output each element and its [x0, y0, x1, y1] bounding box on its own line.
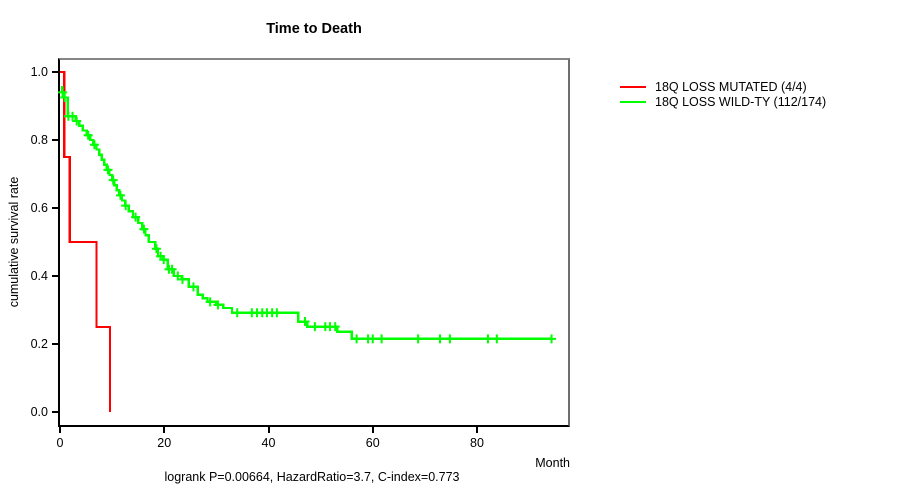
y-axis-tick: [52, 207, 58, 209]
y-axis-title: cumulative survival rate: [7, 176, 21, 308]
x-axis-tick: [163, 427, 166, 433]
x-axis-title: Month: [535, 456, 570, 470]
x-axis-tick-label: 0: [56, 436, 64, 450]
statistics-caption: logrank P=0.00664, HazardRatio=3.7, C-in…: [164, 470, 460, 484]
x-axis-tick: [59, 427, 61, 433]
y-axis-tick-label: 0.8: [30, 133, 48, 147]
legend-item: 18Q LOSS WILD-TY (112/174): [620, 94, 826, 109]
x-axis-tick: [476, 427, 478, 433]
y-axis-tick-label: 0.2: [30, 337, 48, 351]
legend-line-swatch: [620, 100, 646, 103]
legend-item: 18Q LOSS MUTATED (4/4): [620, 79, 826, 94]
censor-marks: [58, 87, 557, 344]
y-axis-tick: [52, 411, 58, 413]
x-axis-tick-label: 80: [470, 436, 484, 450]
y-axis-tick-label: 0.4: [30, 269, 48, 283]
y-axis-tick: [52, 71, 58, 73]
y-axis-tick-label: 0.6: [30, 201, 48, 215]
y-axis-tick: [52, 275, 58, 277]
legend-line-swatch: [620, 85, 646, 88]
y-axis-tick: [52, 139, 58, 141]
legend-label: 18Q LOSS MUTATED (4/4): [655, 79, 807, 94]
survival-curves-svg: [58, 70, 557, 412]
legend: 18Q LOSS MUTATED (4/4) 18Q LOSS WILD-TY (…: [620, 79, 826, 109]
chart-title: Time to Death: [266, 21, 362, 37]
plot-area: 0 20 40 60 80 0.0 0.2 0.4 0.6 0.8 1.0: [31, 58, 570, 450]
y-axis-tick-label: 0.0: [30, 405, 48, 419]
x-axis-tick-label: 60: [365, 436, 380, 450]
legend-label: 18Q LOSS WILD-TY (112/174): [655, 94, 827, 109]
x-axis-tick-label: 20: [157, 436, 172, 450]
x-axis-tick-label: 40: [261, 436, 276, 450]
x-axis-tick: [371, 427, 374, 433]
survival-curve-mutated: [60, 70, 112, 412]
y-axis-tick: [52, 343, 58, 345]
y-axis-tick-label: 1.0: [30, 65, 48, 79]
x-axis-tick: [267, 427, 270, 433]
